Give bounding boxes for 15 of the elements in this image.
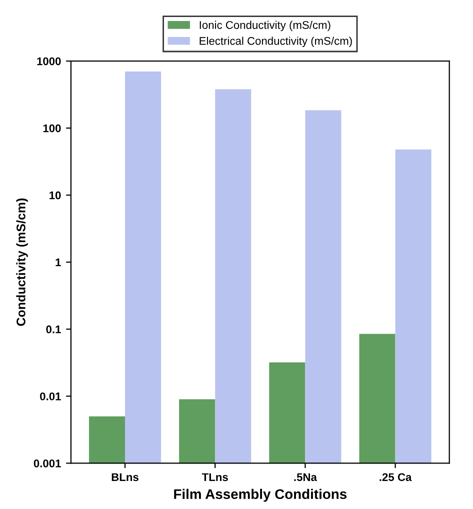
legend-label: Ionic Conductivity (mS/cm) <box>200 20 330 32</box>
y-tick-label: 1 <box>56 258 61 266</box>
y-axis-title: Conductivity (mS/cm) <box>16 198 28 326</box>
legend-label: Electrical Conductivity (mS/cm) <box>200 36 352 48</box>
x-tick-label: .25 Ca <box>380 473 412 482</box>
y-tick-label: 100 <box>43 124 61 132</box>
y-tick-label: 0.1 <box>46 325 61 334</box>
x-tick-label: BLns <box>112 473 138 482</box>
x-tick-label: .5Na <box>294 473 318 482</box>
y-tick-label: 1000 <box>37 57 61 66</box>
x-axis-title: Film Assembly Conditions <box>174 488 347 502</box>
y-tick-label: 0.001 <box>34 459 61 468</box>
y-tick-label: 0.01 <box>40 392 61 400</box>
x-tick-label: TLns <box>202 473 228 482</box>
y-tick-label: 10 <box>50 191 61 200</box>
